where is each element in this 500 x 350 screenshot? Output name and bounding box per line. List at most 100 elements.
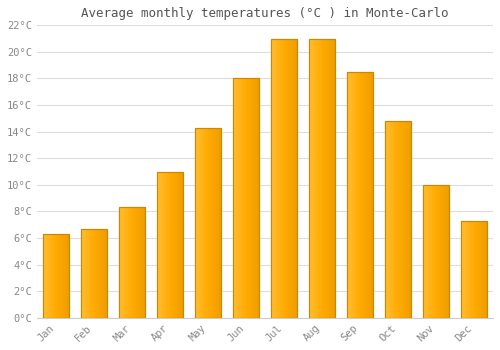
Bar <box>83 229 84 318</box>
Bar <box>312 38 314 318</box>
Bar <box>126 208 128 318</box>
Bar <box>346 72 374 318</box>
Bar <box>102 229 103 318</box>
Bar <box>255 78 256 318</box>
Bar <box>406 121 407 318</box>
Bar <box>308 38 336 318</box>
Bar <box>482 221 484 318</box>
Bar <box>167 172 168 318</box>
Bar <box>194 128 221 318</box>
Bar <box>164 172 166 318</box>
Bar <box>178 172 179 318</box>
Bar <box>65 234 66 318</box>
Bar <box>356 72 358 318</box>
Bar <box>232 78 259 318</box>
Bar <box>46 234 48 318</box>
Bar <box>172 172 174 318</box>
Bar <box>354 72 356 318</box>
Bar <box>134 208 136 318</box>
Bar <box>370 72 372 318</box>
Bar <box>276 38 278 318</box>
Bar <box>242 78 244 318</box>
Bar <box>486 221 488 318</box>
Bar <box>270 38 297 318</box>
Bar <box>166 172 167 318</box>
Bar <box>434 185 436 318</box>
Bar <box>460 221 462 318</box>
Bar <box>98 229 99 318</box>
Bar <box>90 229 91 318</box>
Bar <box>196 128 198 318</box>
Bar <box>99 229 100 318</box>
Bar <box>194 128 221 318</box>
Bar <box>326 38 328 318</box>
Bar <box>466 221 468 318</box>
Bar <box>440 185 442 318</box>
Bar <box>322 38 324 318</box>
Bar <box>396 121 398 318</box>
Bar <box>87 229 88 318</box>
Bar <box>124 208 125 318</box>
Bar <box>218 128 220 318</box>
Bar <box>352 72 354 318</box>
Bar <box>318 38 320 318</box>
Bar <box>212 128 213 318</box>
Bar <box>404 121 406 318</box>
Bar <box>58 234 60 318</box>
Bar <box>180 172 182 318</box>
Bar <box>308 38 310 318</box>
Bar <box>462 221 464 318</box>
Bar <box>163 172 164 318</box>
Bar <box>240 78 242 318</box>
Bar <box>156 172 158 318</box>
Bar <box>296 38 297 318</box>
Bar <box>366 72 368 318</box>
Bar <box>430 185 432 318</box>
Bar <box>156 172 183 318</box>
Bar <box>346 72 348 318</box>
Bar <box>384 121 386 318</box>
Bar <box>254 78 255 318</box>
Bar <box>179 172 180 318</box>
Bar <box>62 234 64 318</box>
Bar <box>91 229 92 318</box>
Bar <box>205 128 206 318</box>
Bar <box>288 38 290 318</box>
Bar <box>140 208 141 318</box>
Bar <box>426 185 428 318</box>
Bar <box>320 38 322 318</box>
Bar <box>156 172 183 318</box>
Bar <box>428 185 430 318</box>
Bar <box>250 78 251 318</box>
Bar <box>478 221 480 318</box>
Bar <box>136 208 137 318</box>
Bar <box>346 72 374 318</box>
Bar <box>204 128 205 318</box>
Bar <box>122 208 124 318</box>
Bar <box>368 72 370 318</box>
Bar <box>314 38 316 318</box>
Bar <box>246 78 248 318</box>
Bar <box>282 38 284 318</box>
Bar <box>66 234 68 318</box>
Bar <box>182 172 183 318</box>
Bar <box>316 38 318 318</box>
Bar <box>61 234 62 318</box>
Bar <box>45 234 46 318</box>
Bar <box>286 38 288 318</box>
Bar <box>42 234 69 318</box>
Bar <box>310 38 312 318</box>
Bar <box>175 172 176 318</box>
Bar <box>162 172 163 318</box>
Bar <box>398 121 400 318</box>
Bar <box>53 234 54 318</box>
Bar <box>54 234 56 318</box>
Bar <box>278 38 280 318</box>
Bar <box>394 121 396 318</box>
Bar <box>274 38 276 318</box>
Bar <box>209 128 210 318</box>
Bar <box>210 128 212 318</box>
Bar <box>137 208 138 318</box>
Bar <box>360 72 362 318</box>
Bar <box>402 121 404 318</box>
